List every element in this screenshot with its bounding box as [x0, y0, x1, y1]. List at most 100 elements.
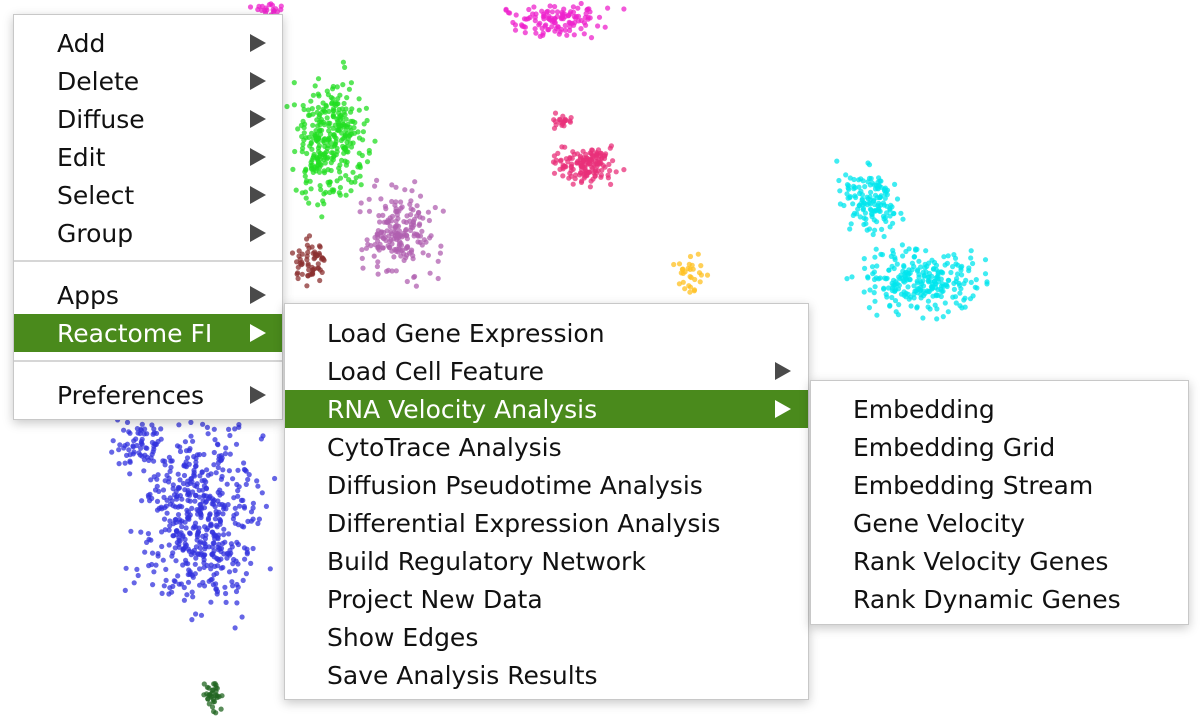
menu-item-embedding[interactable]: Embedding [811, 390, 1188, 428]
cell-point [912, 288, 918, 294]
menu-item-rank-velocity-genes[interactable]: Rank Velocity Genes [811, 542, 1188, 580]
cell-point [181, 463, 187, 469]
cell-point [984, 279, 990, 285]
cell-point [216, 456, 222, 462]
menu-item-gene-velocity[interactable]: Gene Velocity [811, 504, 1188, 542]
menu-item-apps[interactable]: Apps [14, 276, 282, 314]
menu-item-save-analysis-results[interactable]: Save Analysis Results [285, 656, 808, 694]
menu-item-add[interactable]: Add [14, 24, 282, 62]
menu-item-group[interactable]: Group [14, 214, 282, 252]
menu-item-load-cell-feature[interactable]: Load Cell Feature [285, 352, 808, 390]
cell-point [398, 199, 404, 205]
cell-point [164, 510, 170, 516]
submenu-arrow-icon [250, 286, 266, 304]
cell-point [900, 253, 906, 259]
cell-point [266, 2, 272, 8]
cell-point [560, 121, 566, 127]
cell-point [549, 9, 556, 15]
cell-point [874, 219, 880, 225]
menu-item-embedding-grid[interactable]: Embedding Grid [811, 428, 1188, 466]
cell-point [272, 475, 278, 482]
menu-item-diffusion-pseudotime-analysis[interactable]: Diffusion Pseudotime Analysis [285, 466, 808, 504]
menu-item-reactome-fi[interactable]: Reactome FI [14, 314, 282, 352]
menu-item-preferences[interactable]: Preferences [14, 376, 282, 414]
menu-item-label: Gene Velocity [853, 508, 1025, 538]
cell-point [211, 532, 218, 538]
cell-point [389, 182, 395, 188]
cell-point [878, 251, 884, 257]
cell-point [874, 312, 880, 318]
cell-point [254, 478, 260, 484]
cell-point [181, 472, 188, 479]
cell-point [149, 561, 155, 568]
cell-point [602, 24, 608, 30]
cell-point [900, 268, 906, 274]
cell-point [198, 552, 204, 558]
cell-point [393, 199, 399, 205]
cell-point [945, 309, 951, 315]
submenu-arrow-icon [250, 186, 266, 204]
cell-point [182, 439, 188, 445]
cell-point [416, 222, 422, 228]
cell-point [863, 216, 869, 222]
submenu-arrow-icon [250, 110, 266, 128]
cell-point [957, 303, 963, 309]
menu-item-delete[interactable]: Delete [14, 62, 282, 100]
cell-point [605, 172, 611, 178]
cell-point [982, 257, 989, 263]
cell-point [339, 106, 345, 112]
cell-point [340, 82, 346, 88]
menu-item-build-regulatory-network[interactable]: Build Regulatory Network [285, 542, 808, 580]
cell-point [389, 241, 395, 247]
cell-point [394, 212, 400, 218]
cell-point [168, 464, 174, 470]
cell-point [437, 250, 443, 256]
cell-point [939, 269, 945, 275]
menu-item-diffuse[interactable]: Diffuse [14, 100, 282, 138]
cell-point [320, 106, 326, 112]
cell-point [595, 23, 601, 29]
cell-point [570, 4, 577, 10]
menu-item-edit[interactable]: Edit [14, 138, 282, 176]
cell-point [691, 288, 697, 294]
cell-point [217, 546, 223, 552]
cell-point [932, 281, 938, 287]
cell-point [961, 297, 967, 303]
cell-point [587, 15, 593, 21]
cell-point [861, 221, 867, 228]
menu-item-differential-expression-analysis[interactable]: Differential Expression Analysis [285, 504, 808, 542]
menu-item-rna-velocity-analysis[interactable]: RNA Velocity Analysis [285, 390, 808, 428]
cell-point [212, 437, 218, 443]
cell-point [911, 263, 917, 270]
cell-point [212, 504, 218, 510]
cell-point [881, 233, 887, 240]
cell-point [321, 122, 327, 128]
cell-point [308, 186, 314, 192]
cell-point [166, 542, 172, 548]
menu-item-label: Load Cell Feature [327, 356, 545, 386]
cell-point [197, 582, 203, 588]
menu-item-project-new-data[interactable]: Project New Data [285, 580, 808, 618]
cell-point [862, 200, 868, 207]
menu-item-embedding-stream[interactable]: Embedding Stream [811, 466, 1188, 504]
cell-point [173, 558, 179, 564]
menu-item-cytotrace-analysis[interactable]: CytoTrace Analysis [285, 428, 808, 466]
cell-point [343, 173, 349, 179]
menu-item-rank-dynamic-genes[interactable]: Rank Dynamic Genes [811, 580, 1188, 618]
cell-point [138, 445, 144, 451]
cell-point [235, 467, 241, 473]
menu-item-load-gene-expression[interactable]: Load Gene Expression [285, 314, 808, 352]
cell-point [161, 516, 168, 522]
cell-point [867, 287, 873, 293]
menu-item-select[interactable]: Select [14, 176, 282, 214]
cell-point [250, 500, 256, 506]
cell-point [360, 129, 366, 135]
cell-point [918, 279, 924, 285]
cell-point [141, 431, 147, 437]
cell-point [198, 504, 204, 511]
cell-point [923, 248, 929, 254]
cell-point [139, 453, 145, 459]
cell-point [416, 209, 422, 216]
cell-point [172, 578, 178, 585]
menu-item-show-edges[interactable]: Show Edges [285, 618, 808, 656]
